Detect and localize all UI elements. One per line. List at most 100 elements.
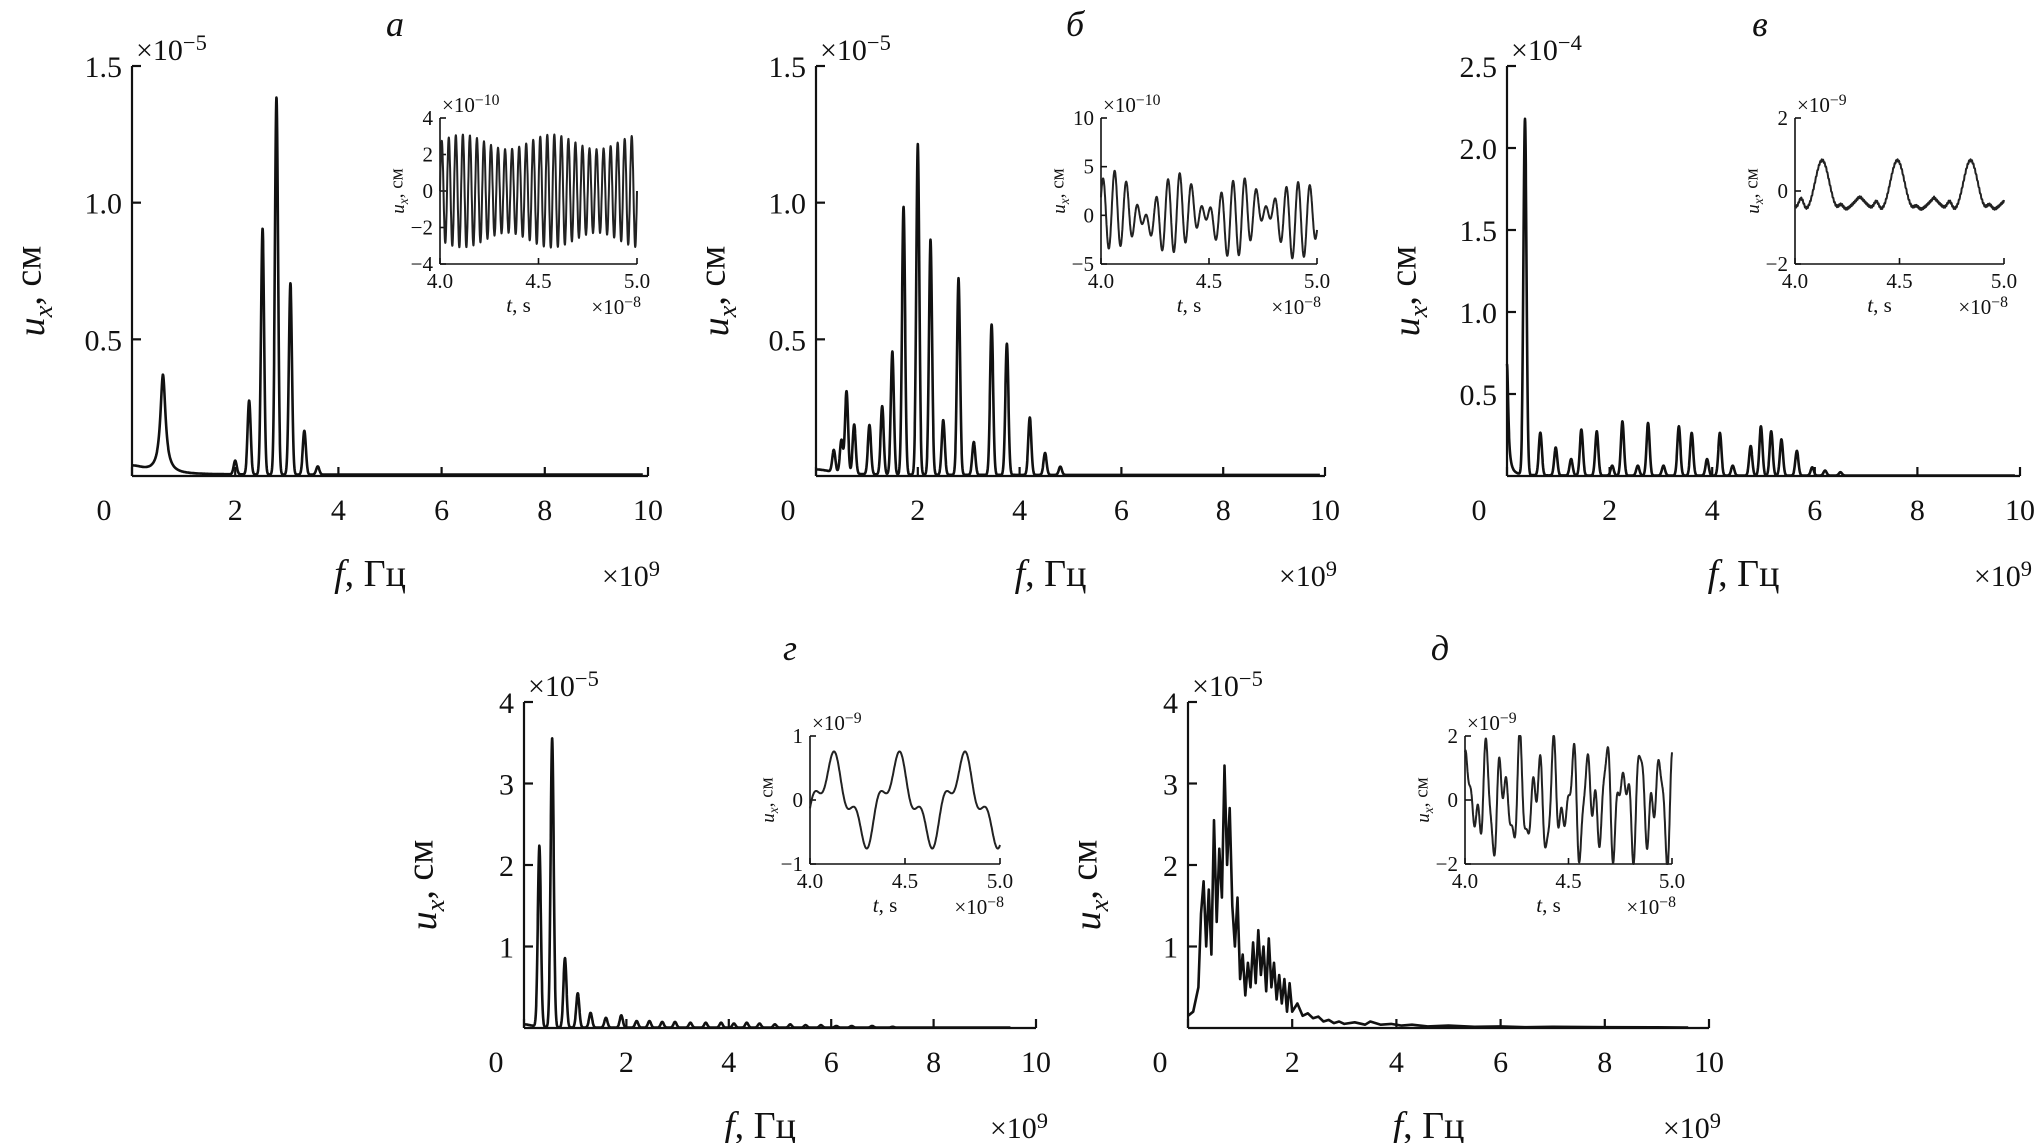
x-label-c-unit: , Гц [1718, 553, 1779, 595]
inset-x-tick-label-e-2: 5.0 [1659, 869, 1685, 893]
x-tick-label-a-1: 2 [228, 494, 243, 527]
inset-x-tick-label-a-2: 5.0 [624, 269, 650, 293]
y-tick-label-e-1: 2 [1163, 850, 1178, 883]
inset-x-label-var-d: t [873, 893, 880, 917]
inset-x-multiplier-e-exp: −8 [1659, 894, 1676, 911]
inset-x-tick-label-e-1: 4.5 [1555, 869, 1581, 893]
inset-y-label-c-sub: x [1751, 198, 1766, 205]
inset-y-label-c-var: u [1743, 204, 1764, 214]
inset-y-tick-label-d-2: 1 [793, 724, 804, 748]
inset-x-multiplier-e: ×10−8 [1626, 894, 1676, 919]
x-tick-label-a-3: 6 [434, 494, 449, 527]
inset-x-label-var-c: t [1867, 293, 1874, 317]
x-tick-label-c-3: 6 [1807, 494, 1822, 527]
inset-y-label-a: ux, см [386, 168, 411, 213]
inset-x-label-unit-a: , s [512, 293, 531, 317]
x-multiplier-a-base: ×10 [602, 560, 649, 593]
x-tick-label-e-3: 6 [1493, 1046, 1508, 1079]
x-tick-label-e-1: 2 [1285, 1046, 1300, 1079]
inset-y-label-b-unit: , см [1047, 168, 1068, 198]
y-tick-label-e-3: 4 [1163, 687, 1178, 720]
y-tick-label-d-1: 2 [499, 850, 514, 883]
x-label-b: f, Гц [1015, 553, 1087, 595]
x-multiplier-d-exp: 9 [1037, 1108, 1048, 1133]
x-tick-label-b-1: 2 [910, 494, 925, 527]
y-multiplier-c-base: ×10 [1511, 34, 1558, 67]
spectrum-line-e [1187, 764, 1689, 1029]
inset-e: 4.0 4.5 5.0−202×10−9×10−8t, sux, см [1411, 710, 1685, 919]
inset-y-label-d-sub: x [766, 807, 781, 814]
inset-x-multiplier-b-base: ×10 [1271, 295, 1304, 319]
y-multiplier-d: ×10−5 [528, 666, 599, 703]
inset-signal-line-d [809, 750, 1001, 850]
y-tick-label-e-0: 1 [1163, 932, 1178, 965]
panel-letter-c: в [1752, 4, 1768, 44]
inset-y-label-b-sub: x [1057, 198, 1072, 205]
inset-y-multiplier-c-exp: −9 [1830, 92, 1847, 109]
inset-signal-line-a [439, 133, 638, 249]
y-tick-label-d-0: 1 [499, 932, 514, 965]
x-multiplier-e: ×109 [1663, 1108, 1721, 1143]
inset-y-tick-label-d-0: −1 [781, 852, 803, 876]
y-label-b-var: u [695, 317, 737, 336]
y-tick-label-c-2: 1.5 [1460, 215, 1498, 248]
inset-y-tick-label-e-0: −2 [1436, 852, 1458, 876]
y-multiplier-b-base: ×10 [820, 34, 867, 67]
inset-x-tick-label-a-1: 4.5 [525, 269, 551, 293]
inset-y-multiplier-a: ×10−10 [442, 92, 500, 117]
y-tick-label-a-0: 0.5 [85, 324, 123, 357]
y-label-c-unit: , см [1383, 246, 1425, 306]
x-label-e: f, Гц [1393, 1105, 1465, 1143]
y-multiplier-b: ×10−5 [820, 30, 891, 67]
x-label-c: f, Гц [1708, 553, 1780, 595]
x-multiplier-a-exp: 9 [649, 556, 660, 581]
inset-y-label-a-unit: , см [386, 168, 407, 198]
inset-c: 4.0 4.5 5.0−202×10−9×10−8t, sux, см [1741, 92, 2017, 319]
y-label-c-var: u [1386, 317, 1428, 336]
x-multiplier-c-base: ×10 [1974, 560, 2021, 593]
x-tick-label-b-4: 8 [1216, 494, 1231, 527]
inset-y-label-c: ux, см [1741, 168, 1766, 213]
y-multiplier-e-exp: −5 [1239, 666, 1263, 691]
inset-y-label-c-unit: , см [1741, 168, 1762, 198]
y-label-e-var: u [1067, 911, 1109, 930]
inset-x-multiplier-d-exp: −8 [987, 894, 1004, 911]
inset-x-tick-label-b-1: 4.5 [1196, 269, 1222, 293]
y-label-c-sub: x [1403, 305, 1433, 318]
inset-y-multiplier-e-exp: −9 [1500, 710, 1517, 727]
panel-letter-b: б [1066, 4, 1086, 44]
y-tick-label-b-0: 0.5 [769, 324, 807, 357]
inset-y-tick-label-c-1: 0 [1778, 179, 1789, 203]
inset-x-tick-label-d-2: 5.0 [987, 869, 1013, 893]
x-multiplier-d: ×109 [990, 1108, 1048, 1143]
inset-x-label-var-a: t [506, 293, 513, 317]
inset-x-tick-label-b-2: 5.0 [1304, 269, 1330, 293]
x-multiplier-c-exp: 9 [2021, 556, 2032, 581]
inset-y-tick-label-a-2: 0 [423, 179, 434, 203]
inset-x-tick-label-a-0: 4.0 [427, 269, 453, 293]
y-label-c: ux, см [1383, 246, 1433, 337]
y-multiplier-a: ×10−5 [136, 30, 207, 67]
inset-y-label-e-sub: x [1421, 807, 1436, 814]
x-label-d: f, Гц [724, 1105, 796, 1143]
inset-y-multiplier-c-base: ×10 [1797, 93, 1830, 117]
inset-y-tick-label-a-4: 4 [423, 106, 434, 130]
x-tick-label-d-3: 6 [824, 1046, 839, 1079]
inset-y-tick-label-a-0: −4 [411, 252, 434, 276]
inset-y-label-b: ux, см [1047, 168, 1072, 213]
y-multiplier-c-exp: −4 [1558, 30, 1582, 55]
x-multiplier-b: ×109 [1279, 556, 1337, 593]
inset-x-multiplier-a: ×10−8 [591, 294, 641, 319]
inset-y-tick-label-b-1: 0 [1084, 203, 1095, 227]
x-multiplier-c: ×109 [1974, 556, 2032, 593]
inset-x-multiplier-e-base: ×10 [1626, 895, 1659, 919]
inset-x-label-b: t, s [1177, 293, 1202, 317]
x-tick-label-c-1: 2 [1602, 494, 1617, 527]
inset-y-tick-label-a-1: −2 [411, 216, 433, 240]
x-tick-label-c-4: 8 [1910, 494, 1925, 527]
y-multiplier-c: ×10−4 [1511, 30, 1582, 67]
